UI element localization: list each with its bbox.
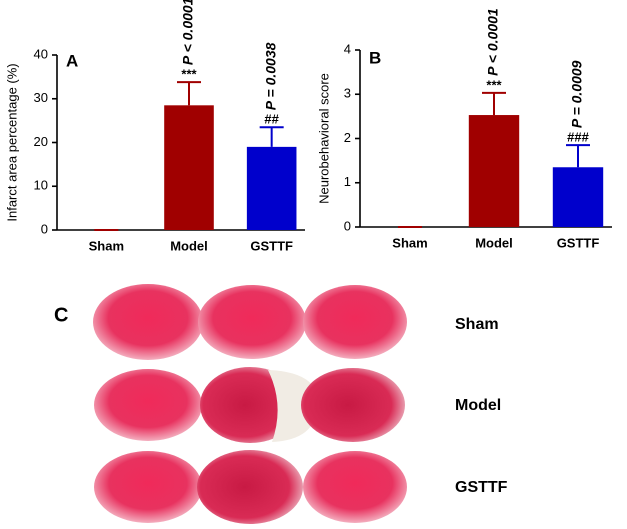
y-tick-label: 10 — [34, 178, 48, 193]
brain-slice — [303, 451, 407, 523]
y-axis-label: Infarct area percentage (%) — [4, 63, 19, 221]
p-value: P = 0.0038 — [262, 42, 278, 110]
y-tick-label: 2 — [344, 130, 351, 145]
panel-label: C — [54, 304, 68, 326]
significance-mark: ## — [264, 112, 279, 127]
x-tick-label: Model — [170, 238, 208, 253]
infarct-area — [268, 370, 319, 442]
brain-slice — [94, 451, 202, 523]
y-tick-label: 40 — [34, 46, 48, 61]
p-value: P = 0.0009 — [569, 60, 585, 128]
y-tick-label: 3 — [344, 86, 351, 101]
bar — [246, 146, 297, 230]
brain-slice — [198, 285, 306, 359]
y-tick-label: 0 — [41, 221, 48, 236]
brain-images — [93, 284, 407, 524]
x-tick-label: Sham — [392, 235, 427, 250]
brain-slice — [93, 284, 203, 360]
p-value: P < 0.0001 — [485, 8, 501, 76]
x-tick-label: GSTTF — [557, 235, 600, 250]
significance-mark: ### — [567, 130, 589, 145]
y-tick-label: 20 — [34, 134, 48, 149]
y-axis-label: Neurobehavioral score — [316, 73, 331, 204]
y-tick-label: 4 — [344, 41, 351, 56]
brain-slice — [94, 369, 202, 441]
significance-mark: *** — [486, 77, 502, 92]
bar — [552, 167, 604, 227]
row-label: Sham — [455, 316, 499, 333]
x-tick-label: Model — [475, 235, 513, 250]
bar — [468, 115, 520, 227]
brain-slice — [303, 285, 407, 359]
x-tick-label: GSTTF — [250, 238, 293, 253]
panel-label: A — [66, 51, 78, 70]
panel-label: B — [369, 48, 381, 67]
brain-slice — [301, 368, 405, 442]
row-label: Model — [455, 397, 501, 414]
y-tick-label: 1 — [344, 174, 351, 189]
p-value: P < 0.0001 — [180, 0, 196, 65]
significance-mark: *** — [181, 67, 197, 82]
row-label: GSTTF — [455, 479, 508, 496]
x-tick-label: Sham — [89, 238, 124, 253]
brain-slice — [197, 450, 303, 524]
y-tick-label: 0 — [344, 218, 351, 233]
y-tick-label: 30 — [34, 90, 48, 105]
bar — [164, 105, 214, 230]
